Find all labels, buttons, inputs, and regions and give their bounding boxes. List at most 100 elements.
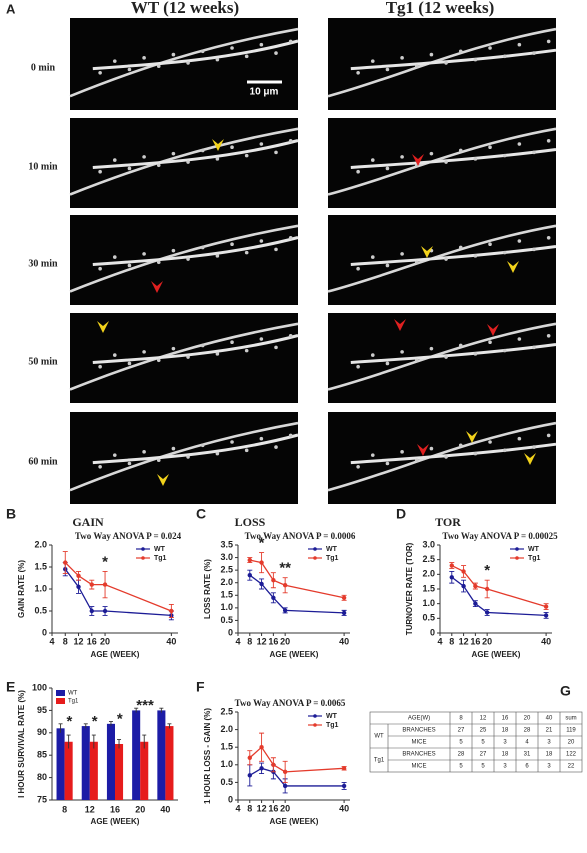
significance: * — [484, 562, 490, 579]
spine — [215, 157, 220, 161]
spine — [127, 67, 132, 72]
panel-label: C — [196, 506, 206, 522]
error-bar — [167, 723, 172, 729]
scale-bar-label: 10 μm — [250, 87, 279, 98]
y-tick-label: 1.0 — [220, 602, 233, 612]
spine — [274, 345, 278, 350]
marker — [341, 610, 347, 616]
spine — [127, 263, 132, 268]
x-axis-label: AGE (WEEK) — [91, 650, 140, 659]
x-tick-label: 8 — [247, 636, 252, 646]
significance: * — [259, 535, 265, 552]
row-label: 10 min — [28, 161, 58, 172]
spine — [429, 151, 434, 156]
spine — [444, 355, 448, 359]
arrowhead — [466, 431, 478, 443]
spine — [230, 340, 234, 345]
table-cell: sum — [565, 716, 576, 722]
marker — [76, 584, 81, 589]
table-cell: 31 — [524, 752, 531, 758]
y-tick-label: 0.5 — [220, 615, 233, 625]
spine — [200, 49, 205, 54]
arrowhead — [487, 324, 499, 336]
spine — [200, 245, 205, 250]
marker — [259, 560, 264, 565]
arrowhead — [97, 321, 109, 333]
table-cell: 28 — [524, 728, 531, 734]
y-tick-label: 0 — [430, 627, 435, 637]
spine — [156, 64, 161, 69]
column-header: WT (12 weeks) — [131, 0, 239, 17]
marker — [89, 582, 94, 587]
micrograph — [328, 412, 556, 504]
y-axis-label: GAIN RATE (%) — [17, 560, 26, 618]
dendrite — [350, 245, 557, 266]
table-cell: 25 — [480, 728, 487, 734]
spine — [356, 364, 360, 369]
spine — [215, 57, 220, 62]
spine — [98, 169, 102, 174]
y-tick-label: 80 — [37, 772, 47, 782]
spine — [473, 57, 478, 62]
error-bar — [58, 723, 63, 733]
spine — [274, 51, 278, 55]
table-cell: 27 — [480, 752, 487, 758]
marker — [271, 762, 276, 767]
x-tick-label: 20 — [482, 636, 492, 646]
legend-swatch — [56, 698, 65, 704]
bar — [165, 726, 174, 800]
micrograph — [70, 412, 298, 504]
x-tick-label: 16 — [470, 636, 480, 646]
table-cell: 3 — [547, 740, 551, 746]
table-cell: 119 — [566, 728, 576, 734]
spine — [171, 151, 176, 156]
marker — [461, 569, 466, 574]
error-bar — [108, 721, 113, 727]
spine — [356, 169, 360, 174]
spine — [356, 266, 360, 271]
spine — [274, 247, 278, 252]
table-cell: 18 — [546, 752, 553, 758]
spine — [488, 46, 492, 50]
spine — [127, 166, 132, 171]
spine — [171, 446, 176, 451]
dendrite — [69, 322, 299, 391]
spine — [356, 70, 360, 75]
table-cell: MICE — [412, 764, 427, 770]
dendrite — [350, 442, 557, 465]
y-tick-label: 1.0 — [422, 598, 435, 608]
legend-label: WT — [326, 546, 338, 553]
x-tick-label: 20 — [100, 636, 110, 646]
x-tick-label: 12 — [257, 636, 267, 646]
marker — [169, 608, 174, 614]
y-tick-label: 0.5 — [220, 777, 233, 787]
spine — [142, 450, 146, 454]
table-cell: 3 — [503, 764, 507, 770]
y-tick-label: 75 — [37, 794, 47, 804]
spine — [429, 446, 434, 451]
spine — [414, 458, 419, 463]
marker — [102, 608, 108, 614]
spine — [200, 343, 205, 348]
table-cell: 6 — [525, 764, 529, 770]
spine — [230, 46, 234, 50]
spine — [385, 461, 390, 466]
legend-marker — [313, 723, 317, 727]
spine — [142, 56, 146, 60]
y-tick-label: 3.0 — [220, 552, 233, 562]
table-cell: 8 — [459, 716, 463, 722]
spine — [400, 155, 404, 159]
spine — [200, 443, 205, 448]
y-axis-label: LOSS RATE (%) — [203, 559, 212, 619]
x-tick-label: 8 — [62, 804, 67, 814]
spine — [444, 257, 448, 261]
dendrite — [69, 27, 299, 98]
table-cell: 16 — [502, 716, 509, 722]
spine — [517, 337, 522, 341]
spine — [414, 358, 419, 363]
table-cell: Tg1 — [374, 758, 385, 764]
spine — [127, 361, 132, 366]
table-cell: 28 — [458, 752, 465, 758]
marker — [63, 560, 68, 565]
panel-label: A — [6, 1, 16, 16]
